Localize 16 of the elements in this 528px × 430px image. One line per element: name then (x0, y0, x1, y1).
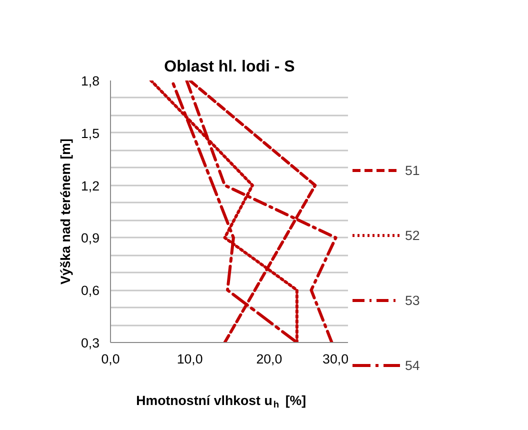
x-tick-label: 30,0 (322, 352, 349, 366)
y-tick-label: 1,5 (80, 126, 100, 141)
x-tick-label: 10,0 (176, 352, 203, 366)
y-tick-label: 0,3 (80, 336, 100, 350)
y-tick-label: 1,2 (80, 178, 100, 194)
legend-label: 52 (405, 228, 421, 242)
y-tick-label: 1,8 (80, 74, 100, 88)
x-tick-label: 20,0 (256, 352, 282, 366)
x-tick-label: 0,0 (101, 352, 120, 366)
y-tick-label: 0,9 (80, 230, 100, 246)
legend-label: 54 (405, 358, 421, 372)
legend-label: 53 (405, 292, 421, 308)
y-tick-label: 0,6 (80, 283, 100, 298)
legend-label: 51 (405, 162, 421, 178)
chart-title: Oblast hl. lodi - S (164, 58, 296, 76)
y-axis-title: Výška nad terénem [m] (58, 138, 73, 284)
